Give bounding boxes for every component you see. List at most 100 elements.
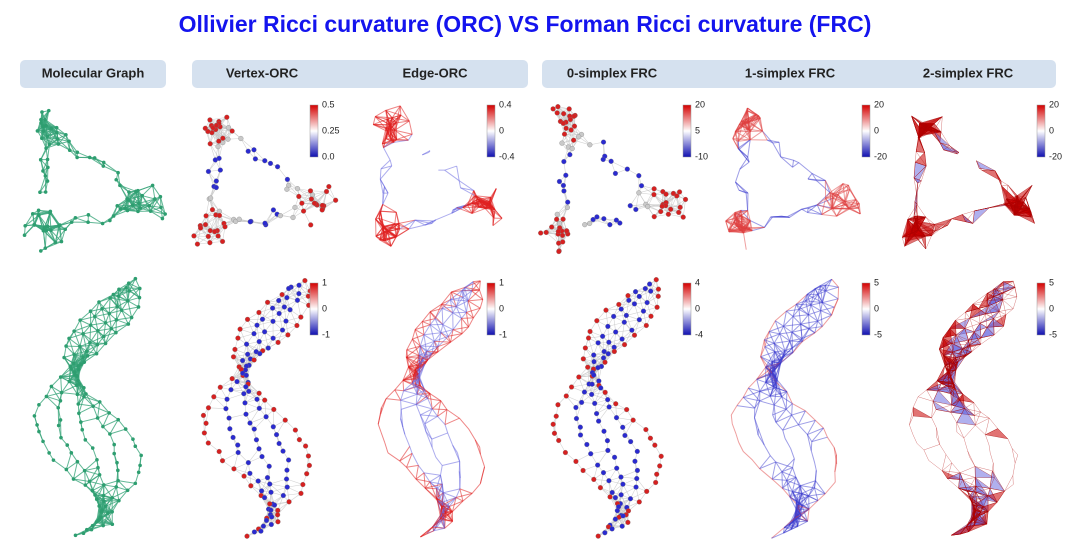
atom: [203, 213, 209, 219]
edge: [747, 139, 751, 158]
edge: [462, 207, 473, 214]
edge: [748, 121, 763, 132]
atom: [47, 142, 52, 147]
edge: [149, 205, 162, 208]
edge: [152, 185, 156, 200]
edge: [417, 465, 425, 474]
edge: [386, 398, 401, 401]
edge: [842, 183, 850, 190]
atom: [108, 432, 112, 436]
edge: [478, 200, 486, 209]
edge: [423, 472, 441, 476]
atom: [100, 307, 104, 311]
atom: [140, 193, 145, 198]
edge: [781, 215, 790, 218]
edge: [384, 235, 397, 242]
edge: [471, 483, 481, 494]
edge: [540, 232, 559, 235]
atom: [109, 326, 114, 331]
edge: [61, 392, 78, 395]
edge: [210, 223, 225, 231]
edge: [40, 144, 50, 160]
atom: [72, 329, 76, 333]
edge: [44, 212, 51, 228]
atom: [65, 443, 70, 447]
atom: [251, 529, 257, 535]
edge: [452, 306, 457, 314]
atom: [271, 406, 277, 412]
edge: [394, 223, 401, 230]
atom: [213, 185, 219, 191]
edge: [837, 194, 850, 209]
atom: [77, 411, 81, 416]
edge: [424, 487, 438, 501]
edge: [404, 434, 411, 447]
atom: [64, 132, 68, 137]
atom: [94, 351, 99, 356]
edge: [670, 193, 674, 210]
atom: [245, 460, 251, 466]
atom: [270, 424, 276, 430]
atom: [229, 376, 235, 382]
edge: [743, 232, 747, 250]
atom: [75, 150, 80, 155]
edge: [97, 401, 101, 419]
edge: [254, 416, 267, 430]
edge: [385, 105, 401, 111]
edge: [546, 232, 559, 244]
edge: [741, 210, 748, 216]
edge: [384, 240, 392, 247]
atom: [59, 390, 64, 395]
atom: [57, 224, 61, 228]
edge: [441, 291, 452, 305]
edge: [375, 116, 393, 119]
edge: [45, 110, 50, 126]
edge: [739, 156, 749, 170]
edge: [441, 308, 444, 325]
atom: [58, 399, 63, 403]
edge: [209, 215, 220, 231]
atom: [677, 189, 683, 195]
atom: [79, 420, 83, 424]
atom: [90, 488, 95, 493]
atom: [296, 193, 302, 200]
atom: [116, 417, 121, 422]
atom: [67, 139, 71, 144]
atom: [268, 489, 274, 495]
edge: [395, 212, 401, 229]
atom: [69, 220, 74, 224]
atom: [326, 184, 332, 190]
edge: [780, 156, 794, 161]
edge: [400, 399, 417, 405]
atom: [284, 467, 290, 473]
atom: [258, 528, 264, 534]
edge: [743, 228, 751, 234]
atom: [41, 169, 45, 173]
edge: [310, 190, 327, 192]
atom: [62, 355, 66, 360]
edge: [379, 168, 382, 180]
atom: [587, 220, 593, 226]
edge: [32, 212, 51, 215]
atom: [263, 414, 269, 420]
atom: [286, 457, 292, 463]
atom: [63, 227, 68, 232]
atom: [215, 144, 221, 150]
edge: [402, 426, 406, 435]
atom: [269, 514, 275, 520]
atom: [306, 462, 312, 468]
atom: [48, 211, 52, 215]
atom: [125, 488, 130, 493]
atom: [158, 194, 163, 199]
edge: [629, 192, 640, 206]
edge: [160, 207, 163, 219]
atom: [296, 437, 302, 443]
edge: [375, 235, 386, 242]
edge: [392, 117, 410, 122]
edge: [387, 231, 392, 247]
molecule: [902, 115, 1035, 250]
edge: [40, 119, 57, 129]
atom: [243, 384, 249, 390]
edge: [249, 422, 257, 440]
edge: [56, 127, 67, 136]
